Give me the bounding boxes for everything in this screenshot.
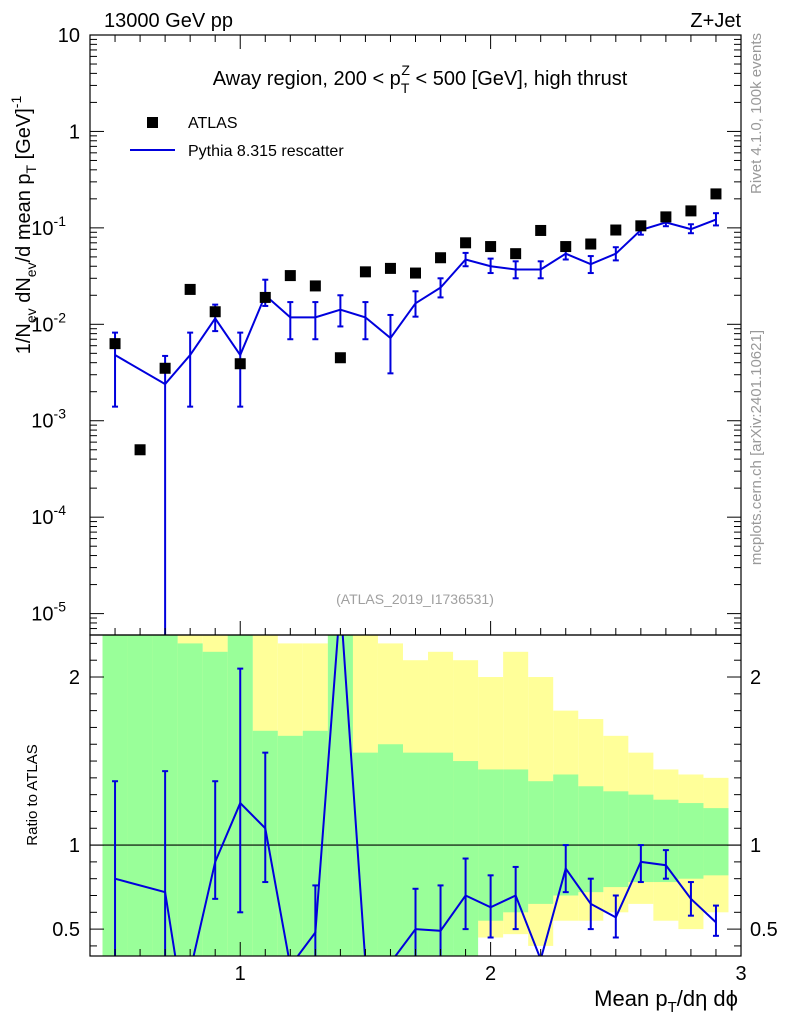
band-inner-bin [428,752,454,956]
y-tick-label: 10-2 [31,309,66,336]
mc-series-top [112,212,719,635]
data-point [635,220,647,232]
ratio-y-tick-label-right: 0.5 [750,919,778,941]
data-point [410,267,421,279]
y-tick-label: 10-1 [31,213,66,240]
ratio-y-tick-label-left: 1 [69,835,80,857]
mc-line [114,218,717,386]
header-left: 13000 GeV pp [104,10,233,32]
data-point [234,358,246,370]
band-inner-bin [603,791,629,888]
header-right: Z+Jet [690,10,741,32]
y-tick-label: 10-3 [31,406,66,433]
data-point [384,262,396,274]
legend-mc-label: Pythia 8.315 rescatter [188,143,344,160]
x-axis-label: Mean pT/dη dϕ [594,986,738,1016]
data-point [359,266,371,278]
data-point [460,237,472,249]
band-inner-bin [352,752,378,956]
data-point [159,362,171,374]
data-point [435,252,447,264]
ratio-y-tick-label-right: 1 [750,835,761,857]
data-point [510,248,522,260]
ratio-y-tick-label-left: 0.5 [52,919,80,941]
data-point [259,291,271,303]
data-point [660,211,672,223]
band-inner-bin [127,635,153,956]
plot-subtitle: Away region, 200 < pTZ < 500 [GeV], high… [213,62,628,96]
band-inner-bin [578,786,604,893]
ratio-y-tick-label-right: 2 [750,667,761,689]
band-inner-bin [678,803,704,879]
y-tick-label: 1 [69,121,80,143]
data-point [485,241,497,253]
data-point [109,338,121,350]
y-tick-label: 10-5 [31,599,66,626]
y-tick-label: 10 [58,25,80,47]
band-inner-bin [402,752,429,956]
mc-series-ratio [112,635,719,956]
band-inner-bin [277,735,303,956]
side-label-rivet: Rivet 4.1.0, 100k events [748,33,765,194]
data-point [284,270,296,282]
legend-data-label: ATLAS [188,115,238,132]
x-tick-label: 3 [735,963,746,985]
y-tick-label: 10-4 [31,502,66,529]
data-point [334,352,346,364]
band-inner-bin [528,781,554,904]
legend-data-marker [147,117,158,128]
band-inner-bin [703,808,729,876]
data-point [560,241,572,253]
ratio-y-tick-label-left: 2 [69,667,80,689]
x-tick-label: 2 [485,963,496,985]
data-point [209,306,221,318]
band-inner-bin [377,744,403,956]
analysis-watermark: (ATLAS_2019_I1736531) [336,591,494,607]
data-point [184,283,196,295]
band-inner-bin [327,635,353,956]
band-inner-bin [177,643,203,956]
side-label-mcplots: mcplots.cern.ch [arXiv:2401.10621] [748,330,765,565]
data-point [685,205,697,217]
ratio-uncertainty-bands [102,635,729,956]
data-point [610,224,622,236]
ratio-y-axis-label: Ratio to ATLAS [24,744,41,845]
x-tick-label: 1 [235,963,246,985]
data-point [585,238,597,250]
data-point [309,280,321,292]
axis-ticks [89,34,742,956]
data-point [535,224,547,236]
data-point [134,444,146,456]
data-point [710,188,722,200]
data-series-top [109,188,722,456]
